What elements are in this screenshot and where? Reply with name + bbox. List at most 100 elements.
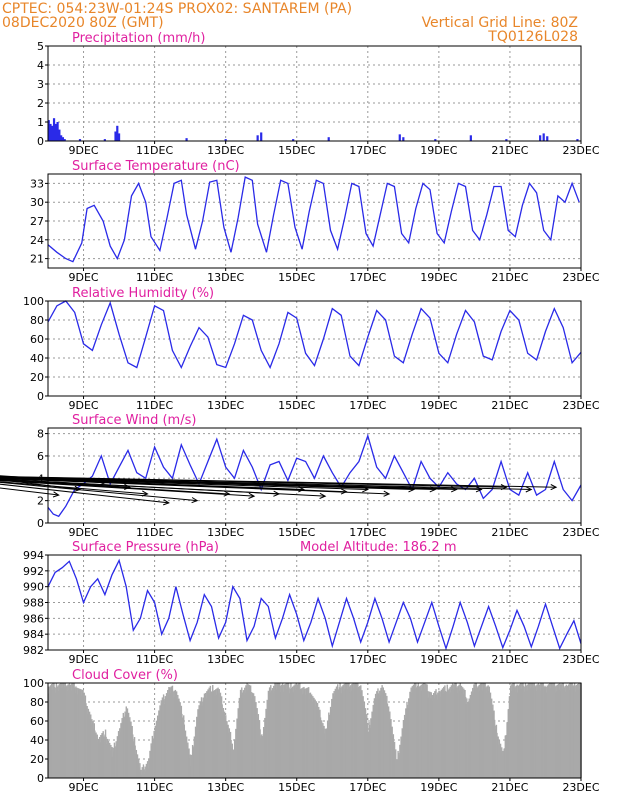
cloud-xtick-label: 11DEC — [136, 781, 173, 794]
wind-ytick-label: 6 — [37, 450, 44, 463]
rh-xtick-label: 13DEC — [207, 399, 244, 412]
precip-ytick-label: 4 — [37, 59, 44, 72]
precip-ytick-label: 1 — [37, 116, 44, 129]
precip-xtick-label: 9DEC — [68, 144, 98, 157]
temp-title: Surface Temperature (nC) — [72, 159, 240, 174]
temp-ytick-label: 24 — [30, 234, 44, 247]
rh-ytick-label: 100 — [23, 295, 44, 308]
cloud-title: Cloud Cover (%) — [72, 668, 178, 683]
precip-bar-26 — [539, 135, 542, 141]
wind-vector-head-12 — [340, 488, 348, 495]
wind-vector-11 — [0, 478, 326, 497]
cloud-xtick-label: 15DEC — [278, 781, 315, 794]
precip-bar-6 — [58, 129, 61, 141]
precip-bar-25 — [505, 139, 508, 141]
precip-bar-23 — [434, 139, 437, 141]
precip-bar-29 — [576, 139, 579, 141]
pres-xtick-label: 23DEC — [562, 653, 599, 666]
pres-ytick-label: 986 — [23, 612, 44, 625]
temp-xtick-label: 17DEC — [349, 271, 386, 284]
rh-panel: 0 20 40 60 80 100 9DEC 11DEC 13DEC 15DEC 17DEC 19DE… — [23, 286, 600, 412]
wind-ytick-label: 4 — [37, 472, 44, 485]
precip-bar-7 — [60, 135, 63, 141]
cloud-panel: 0 20 40 60 80 100 9DEC 11DEC 13DEC 15DEC 17DEC 19DE… — [23, 668, 600, 794]
precip-bar-19 — [292, 139, 295, 141]
pres-xtick-label: 13DEC — [207, 653, 244, 666]
wind-vector-8 — [0, 480, 255, 497]
rh-xtick-label: 17DEC — [349, 399, 386, 412]
precip-bar-17 — [256, 135, 259, 141]
cloud-ytick-label: 60 — [30, 715, 44, 728]
precip-bar-8 — [61, 137, 65, 141]
temp-panel: 21 24 27 30 33 9DEC 11DEC 13DEC 15DEC 17DEC 19DEC 2… — [30, 159, 600, 284]
precip-bar-2 — [51, 125, 54, 141]
precip-bar-0 — [47, 120, 50, 141]
cloud-bar — [143, 769, 145, 778]
cloud-xtick-label: 21DEC — [491, 781, 528, 794]
wind-vector-head-5 — [163, 499, 170, 506]
precip-xtick-label: 19DEC — [420, 144, 457, 157]
cloud-ytick-label: 40 — [30, 734, 44, 747]
precip-frame — [47, 45, 582, 142]
temp-series-line — [47, 176, 580, 263]
precip-panel: 0 1 2 3 4 5 9DEC 11DEC 13DEC 15DEC 17DEC 19DEC 21DEC… — [37, 31, 600, 157]
precip-bar-14 — [117, 133, 121, 141]
wind-title: Surface Wind (m/s) — [72, 413, 196, 428]
wind-vector-head-20 — [525, 486, 533, 493]
pres-panel: 982 984 986 988 990 992 994 9DEC 11DEC 13DEC 15DEC… — [23, 540, 600, 666]
pres-ytick-label: 990 — [23, 581, 44, 594]
precip-bar-3 — [52, 118, 56, 141]
wind-vector-head-6 — [191, 497, 199, 504]
wind-vector-head-14 — [383, 490, 391, 497]
precip-bar-28 — [546, 136, 549, 141]
precip-bar-16 — [224, 139, 227, 141]
wind-vector-4 — [0, 481, 148, 495]
pres-ytick-label: 988 — [23, 597, 44, 610]
precip-bar-21 — [398, 134, 401, 141]
temp-xtick-label: 13DEC — [207, 271, 244, 284]
cloud-xtick-label: 9DEC — [68, 781, 98, 794]
precip-ytick-label: 2 — [37, 97, 44, 110]
precip-bar-15 — [185, 138, 188, 141]
precip-bar-13 — [116, 125, 119, 141]
pres-xtick-label: 15DEC — [278, 653, 315, 666]
precip-bar-20 — [327, 137, 330, 141]
rh-ytick-label: 20 — [30, 371, 44, 384]
wind-xtick-label: 15DEC — [278, 526, 315, 539]
wind-vector-13 — [0, 477, 368, 490]
precip-xtick-label: 17DEC — [349, 144, 386, 157]
precip-bar-12 — [114, 131, 117, 141]
precip-bar-5 — [56, 122, 59, 141]
wind-vector-20 — [0, 476, 532, 490]
pres-xtick-label: 19DEC — [420, 653, 457, 666]
temp-xtick-label: 15DEC — [278, 271, 315, 284]
temp-ytick-label: 21 — [30, 253, 44, 266]
rh-ytick-label: 80 — [30, 314, 44, 327]
wind-vector-7 — [0, 479, 230, 495]
precip-bar-11 — [103, 139, 106, 141]
precip-bar-22 — [402, 137, 405, 141]
precip-xtick-label: 23DEC — [562, 144, 599, 157]
wind-vector-head-0 — [52, 491, 60, 498]
precip-bar-4 — [54, 123, 57, 141]
rh-title: Relative Humidity (%) — [72, 286, 214, 301]
wind-xtick-label: 19DEC — [420, 526, 457, 539]
rh-ytick-label: 40 — [30, 352, 44, 365]
precip-bar-1 — [49, 123, 52, 141]
precip-xtick-label: 11DEC — [136, 144, 173, 157]
precip-ytick-label: 3 — [37, 78, 44, 91]
header-location: CPTEC: 054:23W-01:24S PROX02: SANTAREM (… — [2, 1, 352, 17]
wind-xtick-label: 9DEC — [68, 526, 98, 539]
precip-xtick-label: 21DEC — [491, 144, 528, 157]
rh-xtick-label: 11DEC — [136, 399, 173, 412]
pres-xtick-label: 11DEC — [136, 653, 173, 666]
wind-vector-head-11 — [319, 492, 327, 499]
pres-title: Surface Pressure (hPa) — [72, 540, 219, 555]
precip-ytick-label: 5 — [37, 40, 44, 53]
precip-ytick-label: 0 — [37, 135, 44, 148]
wind-frame — [47, 427, 582, 524]
pres-xtick-label: 9DEC — [68, 653, 98, 666]
rh-xtick-label: 23DEC — [562, 399, 599, 412]
cloud-bar — [139, 763, 141, 778]
wind-vector-6 — [0, 481, 198, 502]
